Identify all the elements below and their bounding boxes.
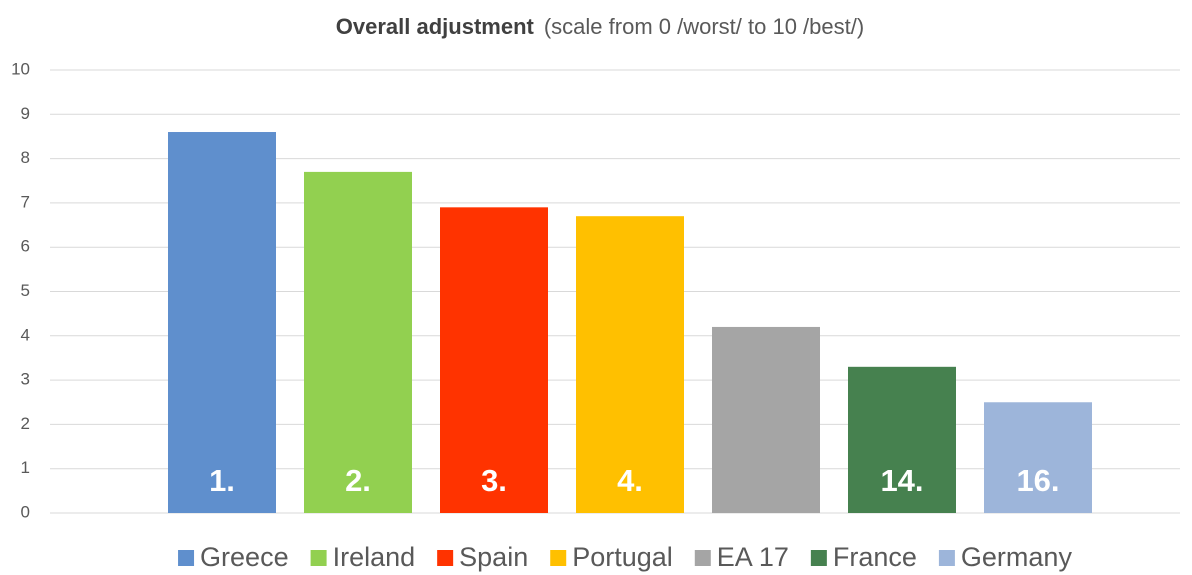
- bar-label: 4.: [617, 463, 643, 498]
- legend-swatch: [310, 550, 327, 566]
- bar: [712, 326, 820, 513]
- legend-label: Ireland: [333, 542, 416, 572]
- legend: Greece Ireland Spain Portugal EA 17 France Ger…: [178, 542, 1072, 572]
- bar: [576, 216, 684, 513]
- legend-label: France: [833, 542, 917, 572]
- bar: [304, 171, 412, 513]
- legend-label: Greece: [200, 542, 289, 572]
- legend-label: EA 17: [717, 542, 789, 572]
- legend-swatch: [550, 550, 567, 566]
- bar: [984, 402, 1092, 513]
- bar-label: 3.: [481, 463, 507, 498]
- y-tick-label: 10: [11, 59, 30, 78]
- legend-swatch: [694, 550, 711, 566]
- legend-label: Portugal: [572, 542, 673, 572]
- legend-swatch: [437, 550, 454, 566]
- bar-label: 14.: [880, 463, 923, 498]
- bar: [848, 366, 956, 513]
- y-tick-label: 1: [21, 458, 30, 477]
- y-tick-label: 8: [21, 148, 30, 167]
- chart-subtitle: (scale from 0 /worst/ to 10 /best/): [544, 14, 864, 39]
- legend-label: Spain: [459, 542, 528, 572]
- y-tick-label: 3: [21, 370, 30, 389]
- chart-title-group: Overall adjustment (scale from 0 /worst/ …: [336, 14, 864, 39]
- bar-label: 16.: [1016, 463, 1059, 498]
- legend-swatch: [938, 550, 955, 566]
- y-tick-label: 0: [21, 502, 30, 521]
- legend-swatch: [178, 550, 195, 566]
- y-tick-label: 7: [21, 192, 30, 211]
- y-tick-label: 9: [21, 104, 30, 123]
- bar: [168, 132, 276, 513]
- y-tick-label: 6: [21, 237, 30, 256]
- y-tick-label: 4: [21, 325, 30, 344]
- bar-label: 2.: [345, 463, 371, 498]
- y-tick-label: 2: [21, 414, 30, 433]
- legend-label: Germany: [961, 542, 1073, 572]
- legend-swatch: [810, 550, 827, 566]
- bar-label: 1.: [209, 463, 235, 498]
- bar: [440, 207, 548, 513]
- chart-title: Overall adjustment: [336, 14, 535, 39]
- y-tick-label: 5: [21, 281, 30, 300]
